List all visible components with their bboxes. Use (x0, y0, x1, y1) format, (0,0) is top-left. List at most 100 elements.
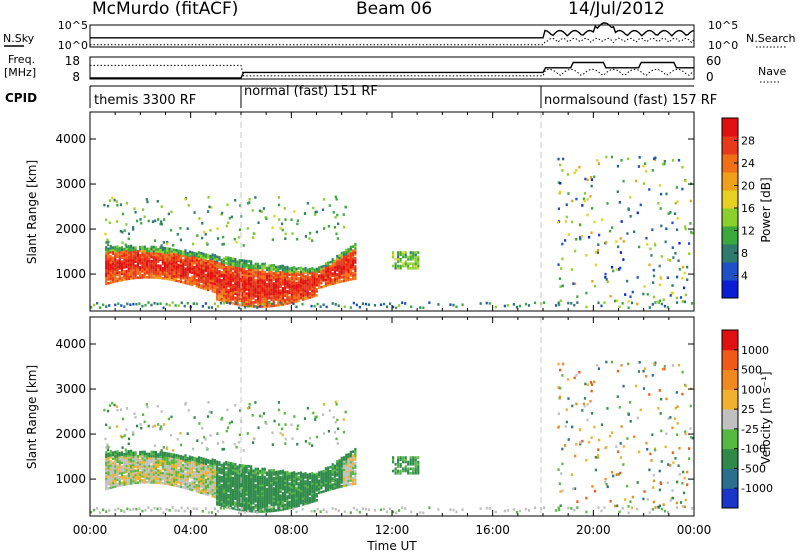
velocity-cell (145, 466, 149, 470)
velocity-cell (127, 482, 130, 486)
velocity-cell (231, 490, 235, 494)
velocity-cell (311, 490, 314, 493)
power-cell (648, 306, 651, 309)
velocity-cell (207, 481, 210, 484)
velocity-cell (351, 470, 355, 474)
power-cell (261, 270, 264, 274)
power-cell (338, 270, 341, 274)
power-cell (107, 259, 110, 263)
power-cell (351, 277, 355, 281)
power-cell (304, 267, 307, 270)
power-cell (150, 255, 153, 259)
power-cell (312, 206, 315, 210)
power-cell (605, 241, 608, 244)
power-cell (293, 294, 296, 298)
velocity-cell (304, 502, 307, 506)
power-cell (263, 293, 266, 296)
power-cell (187, 204, 190, 207)
velocity-cell (175, 480, 178, 483)
velocity-cell (170, 463, 173, 466)
power-cell (573, 303, 576, 307)
power-cell (351, 249, 355, 252)
velocity-cell (259, 477, 262, 481)
velocity-cell (351, 468, 355, 472)
velocity-cell (182, 459, 185, 463)
power-cell (302, 277, 305, 281)
velocity-cell (127, 470, 130, 473)
power-cell (243, 269, 246, 273)
power-cell (173, 262, 176, 266)
power-cell (130, 275, 133, 278)
power-cell (286, 277, 289, 281)
velocity-cell (241, 472, 244, 475)
colorbar-tick-label: 28 (741, 135, 755, 148)
velocity-cell (236, 465, 239, 469)
velocity-cell (277, 472, 280, 476)
velocity-cell (327, 482, 330, 486)
power-cell (236, 284, 239, 288)
velocity-cell (143, 478, 146, 482)
power-cell (302, 288, 305, 291)
power-cell (304, 269, 307, 272)
velocity-cell (594, 456, 597, 459)
colorbar-swatch (722, 369, 738, 390)
power-cell (243, 304, 246, 307)
power-cell (315, 281, 318, 285)
power-cell (177, 251, 180, 255)
power-cell (322, 279, 325, 282)
velocity-cell (105, 481, 108, 485)
power-cell (581, 204, 584, 207)
velocity-cell (227, 499, 230, 503)
power-cell (202, 260, 205, 264)
power-cell (586, 178, 589, 182)
power-cell (288, 285, 291, 289)
power-cell (254, 301, 257, 304)
velocity-cell (394, 467, 397, 471)
velocity-cell (265, 506, 269, 509)
velocity-cell (161, 459, 164, 463)
power-cell (184, 279, 187, 283)
velocity-cell (345, 467, 348, 471)
power-cell (197, 251, 201, 254)
power-cell (349, 306, 352, 309)
velocity-cell (220, 502, 223, 505)
velocity-cell (161, 453, 164, 457)
velocity-cell (286, 505, 289, 508)
velocity-cell (606, 407, 609, 410)
power-cell (244, 305, 247, 309)
power-cell (202, 254, 205, 258)
power-cell (118, 260, 121, 264)
velocity-cell (125, 462, 128, 466)
power-cell (342, 271, 346, 275)
power-cell (576, 295, 579, 298)
power-cell (349, 272, 352, 275)
power-cell (286, 284, 289, 287)
velocity-cell (254, 493, 257, 497)
power-cell (211, 263, 214, 267)
power-cell (265, 288, 269, 292)
velocity-cell (404, 465, 407, 468)
power-cell (127, 269, 130, 272)
power-cell (583, 192, 587, 195)
velocity-cell (241, 508, 244, 512)
velocity-cell (163, 460, 167, 463)
velocity-cell (238, 476, 241, 479)
velocity-cell (200, 475, 203, 478)
velocity-cell (227, 485, 230, 489)
power-cell (233, 237, 236, 241)
velocity-cell (222, 474, 226, 478)
velocity-cell (229, 480, 232, 483)
velocity-cell (163, 480, 167, 483)
velocity-cell (673, 417, 677, 421)
velocity-cell (168, 478, 171, 482)
velocity-cell (315, 488, 318, 492)
velocity-cell (354, 462, 357, 465)
velocity-cell (622, 463, 625, 466)
velocity-cell (334, 400, 337, 404)
velocity-cell (218, 487, 221, 491)
power-cell (288, 273, 291, 276)
power-cell (163, 263, 167, 266)
velocity-cell (118, 469, 121, 473)
power-cell (663, 160, 666, 163)
velocity-cell (250, 483, 253, 487)
